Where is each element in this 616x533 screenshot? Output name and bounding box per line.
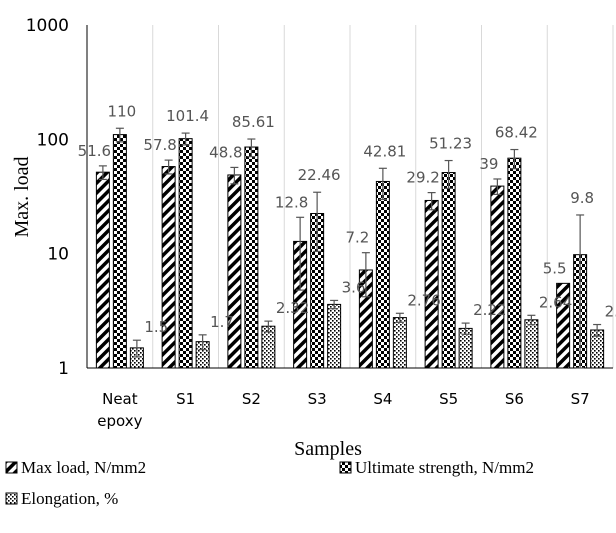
bar-checker [244, 146, 259, 369]
y-tick-label: 1 [58, 359, 69, 379]
x-tick-labels: Neat epoxy S1 S2 S3 S4 S5 S6 S7 [97, 390, 589, 430]
bar-dotted [327, 303, 342, 369]
legend-label: Ultimate strength, N/mm2 [355, 458, 534, 477]
data-label: 2.22 [473, 301, 506, 319]
bar-diagonal [227, 174, 242, 369]
bar-checker [375, 180, 390, 369]
data-label: 1.5 [144, 318, 168, 336]
legend-swatch-checker [339, 461, 352, 474]
bars [95, 134, 605, 369]
x-tick-label: S1 [176, 390, 195, 408]
data-label: 39 [479, 155, 498, 173]
x-tick-label: S4 [373, 390, 392, 408]
data-label: 9.8 [570, 189, 594, 207]
data-label: 7.2 [345, 229, 369, 247]
y-tick-label: 10 [47, 245, 69, 265]
data-label: 3.6 [342, 278, 366, 296]
bar-diagonal [556, 282, 571, 369]
bar-diagonal [424, 199, 439, 369]
grid-lines [152, 25, 614, 368]
bar-checker [441, 172, 456, 369]
bar-dotted [261, 325, 276, 369]
data-label: 2.64 [539, 293, 572, 311]
y-tick-label: 1000 [26, 16, 69, 36]
data-label: 2.76 [407, 291, 440, 309]
legend-swatch-diagonal [5, 461, 18, 474]
data-label: 101.4 [166, 107, 209, 125]
y-tick-labels: 1 10 100 1000 [26, 16, 69, 379]
x-tick-label: S2 [242, 390, 261, 408]
data-label: 12.8 [275, 193, 308, 211]
data-label: 51.6 [78, 142, 111, 160]
x-tick-label: S7 [571, 390, 590, 408]
data-label: 85.61 [232, 113, 275, 131]
bar-checker [178, 138, 193, 369]
data-label: 68.42 [495, 124, 538, 142]
data-label: 29.2 [406, 169, 439, 187]
x-axis-title: Samples [294, 438, 362, 460]
y-tick-label: 100 [37, 130, 69, 150]
x-tick-label: Neat epoxy [97, 390, 142, 430]
data-label: 51.23 [429, 135, 472, 153]
data-label: 57.8 [143, 136, 176, 154]
error-bars [98, 127, 602, 369]
y-axis-title: Max. load [11, 156, 33, 237]
x-tick-label: S3 [308, 390, 327, 408]
data-label: 1.7 [210, 313, 234, 331]
bar-diagonal [161, 166, 176, 369]
bar-diagonal [490, 185, 505, 369]
bar-diagonal [95, 171, 110, 369]
legend-label: Elongation, % [21, 489, 118, 508]
data-label: 2.32 [276, 299, 309, 317]
x-tick-label: S5 [439, 390, 458, 408]
bar-dotted [392, 317, 407, 369]
data-label: 48.8 [209, 143, 242, 161]
legend: Max load, N/mm2 Ultimate strength, N/mm2 E… [5, 458, 534, 508]
x-tick-label: S6 [505, 390, 524, 408]
data-label: 2.15 [605, 303, 616, 321]
legend-label: Max load, N/mm2 [21, 458, 146, 477]
data-labels: 51.6 57.8 48.8 12.8 7.2 29.2 39 5.5 110 101.4 85.6… [78, 102, 616, 336]
data-label: 22.46 [298, 166, 341, 184]
data-label: 110 [108, 102, 137, 120]
bar-checker [507, 157, 522, 369]
bar-checker [112, 134, 127, 369]
bar-dotted [524, 319, 539, 369]
data-label: 42.81 [363, 142, 406, 160]
data-label: 5.5 [543, 259, 567, 277]
legend-swatch-dotted [5, 492, 18, 505]
